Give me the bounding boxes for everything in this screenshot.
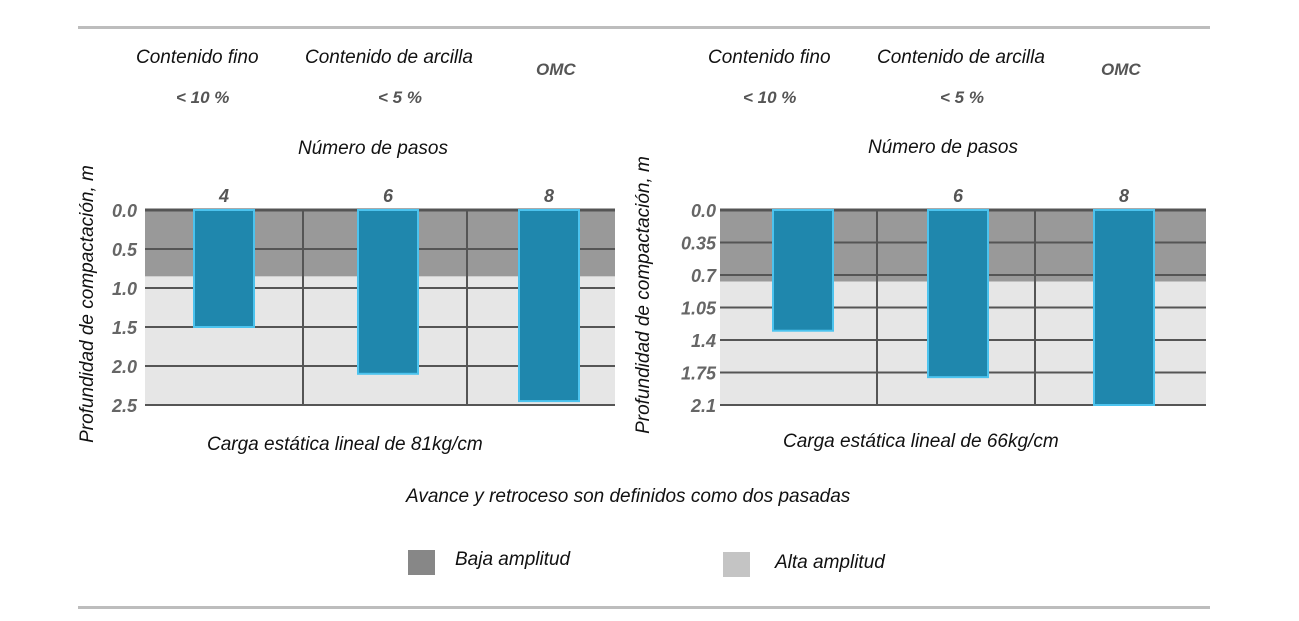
chart-1: 0.0 0.35 0.7 1.05 1.4 1.75 2.1 6 8 — [681, 186, 1206, 416]
right-chart-title: Número de pasos — [868, 137, 1018, 158]
right-clay-title: Contenido de arcilla — [877, 47, 1045, 68]
bottom-divider — [78, 606, 1210, 609]
y-tick-label: 0.0 — [691, 201, 716, 221]
right-omc-title: OMC — [1101, 60, 1141, 79]
left-clay-title: Contenido de arcilla — [305, 47, 473, 68]
bar — [772, 209, 834, 332]
y-tick-label: 2.0 — [111, 357, 137, 377]
y-tick-label: 1.5 — [112, 318, 138, 338]
category-label: 6 — [953, 186, 964, 206]
left-x-axis-label: Carga estática lineal de 81kg/cm — [207, 434, 483, 455]
y-tick-label: 1.05 — [681, 299, 717, 319]
right-fines-title: Contenido fino — [708, 47, 831, 68]
legend-label-high-amplitude: Alta amplitud — [775, 552, 885, 573]
left-omc-title: OMC — [536, 60, 576, 79]
y-tick-label: 2.5 — [111, 396, 138, 416]
category-label: 4 — [218, 186, 229, 206]
left-chart-title: Número de pasos — [298, 138, 448, 159]
category-label: 8 — [1119, 186, 1129, 206]
category-label: 6 — [383, 186, 394, 206]
category-label: 8 — [544, 186, 554, 206]
bar — [518, 209, 580, 403]
legend-swatch-low-amplitude — [408, 550, 435, 575]
top-divider — [78, 26, 1210, 29]
y-tick-label: 1.4 — [691, 331, 716, 351]
y-tick-label: 2.1 — [690, 396, 716, 416]
legend-label-low-amplitude: Baja amplitud — [455, 549, 571, 570]
right-x-axis-label: Carga estática lineal de 66kg/cm — [783, 431, 1059, 452]
y-tick-label: 0.0 — [112, 201, 137, 221]
bar — [927, 209, 989, 379]
bar — [357, 209, 419, 375]
y-tick-label: 0.35 — [681, 234, 717, 254]
y-tick-label: 1.0 — [112, 279, 137, 299]
bar — [1093, 209, 1155, 406]
bar — [193, 209, 255, 328]
y-tick-label: 1.75 — [681, 364, 717, 384]
right-clay-value: < 5 % — [940, 88, 984, 107]
right-fines-value: < 10 % — [743, 88, 797, 107]
y-tick-label: 0.7 — [691, 266, 717, 286]
chart-0: 0.0 0.5 1.0 1.5 2.0 2.5 4 6 8 — [111, 186, 615, 416]
left-clay-value: < 5 % — [378, 88, 422, 107]
left-fines-title: Contenido fino — [136, 47, 259, 68]
legend-swatch-high-amplitude — [723, 552, 750, 577]
y-tick-label: 0.5 — [112, 240, 138, 260]
footnote: Avance y retroceso son definidos como do… — [406, 486, 851, 507]
left-fines-value: < 10 % — [176, 88, 230, 107]
